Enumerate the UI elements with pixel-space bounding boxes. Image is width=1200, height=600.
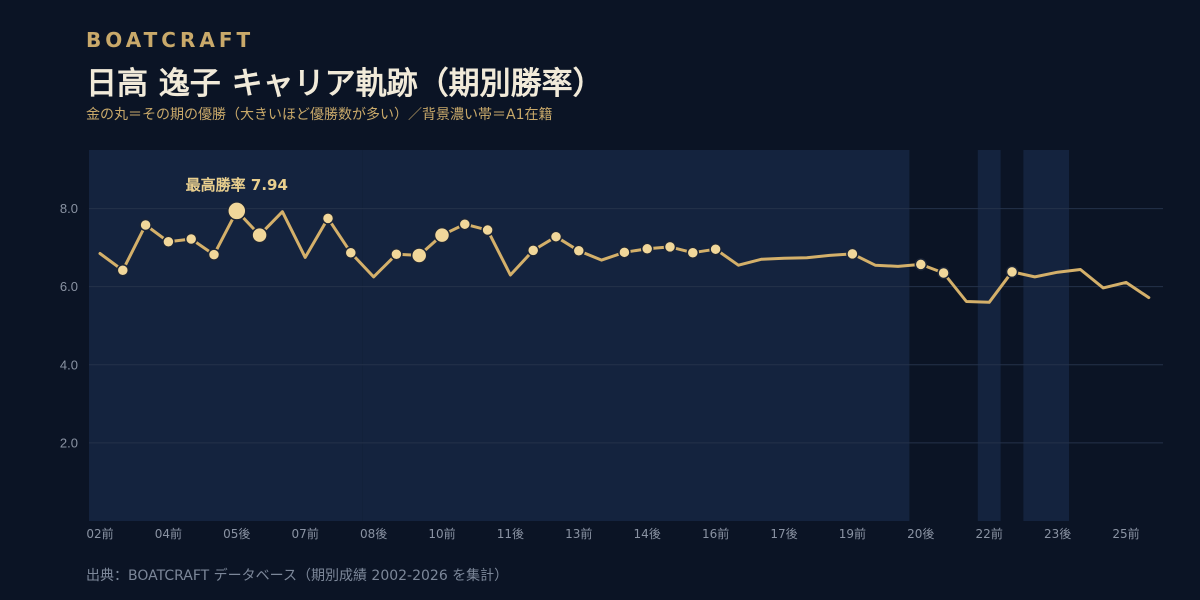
a1-band	[89, 150, 363, 521]
victory-marker	[116, 264, 130, 277]
victory-marker	[481, 223, 494, 237]
x-tick-label: 05後	[223, 527, 250, 541]
a1-band	[362, 150, 910, 521]
victory-marker	[207, 248, 221, 261]
victory-marker	[139, 218, 152, 232]
x-tick-label: 13前	[565, 526, 592, 541]
x-tick-label: 08後	[360, 527, 387, 541]
x-tick-label: 20後	[907, 527, 934, 541]
x-tick-label: 10前	[428, 526, 455, 541]
grid-lines	[89, 208, 1163, 444]
victory-marker	[1005, 265, 1019, 279]
victory-marker	[686, 246, 700, 259]
x-tick-label: 23後	[1044, 527, 1071, 541]
brand-label: BOATCRAFT	[86, 28, 255, 52]
x-tick-label: 22前	[976, 526, 1003, 541]
max-win-rate-annotation: 最高勝率 7.94	[186, 176, 288, 194]
y-tick-label: 8.0	[60, 201, 78, 216]
victory-marker	[390, 248, 403, 261]
a1-bands	[89, 150, 1069, 521]
victory-marker	[458, 217, 472, 231]
victory-marker	[937, 266, 950, 280]
victory-marker	[526, 244, 540, 257]
victory-marker	[618, 246, 631, 259]
x-tick-label: 25前	[1112, 526, 1139, 541]
y-tick-label: 6.0	[60, 279, 78, 294]
x-axis-ticks: 02前 04前 05後 07前 08後 10前 11後 13前 14後 16前 17後 19前 20後 2…	[86, 526, 1139, 541]
page-title: 日高 逸子 キャリア軌跡（期別勝率）	[86, 66, 604, 102]
x-tick-label: 14後	[634, 527, 661, 541]
victory-marker	[251, 226, 268, 244]
a1-band	[1023, 150, 1069, 521]
chart-subtitle: 金の丸＝その期の優勝（大きいほど優勝数が多い）／背景濃い帯＝A1在籍	[86, 107, 553, 123]
victory-marker	[433, 226, 451, 244]
victory-marker	[846, 247, 859, 261]
victory-marker	[709, 242, 722, 256]
y-tick-label: 2.0	[60, 435, 78, 450]
victory-marker	[549, 230, 563, 243]
data-source-note: 出典：BOATCRAFT データベース（期別成績 2002-2026 を集計）	[86, 568, 509, 584]
x-tick-label: 19前	[839, 526, 866, 541]
victory-marker	[227, 201, 247, 221]
victory-marker	[410, 247, 428, 264]
x-tick-label: 11後	[497, 527, 524, 541]
x-tick-label: 17後	[770, 527, 797, 541]
victory-marker	[321, 212, 335, 225]
x-tick-label: 07前	[292, 526, 319, 541]
victory-marker	[162, 235, 175, 249]
victory-marker	[344, 246, 358, 259]
y-axis-ticks: 2.0 4.0 6.0 8.0	[60, 201, 78, 450]
x-tick-label: 16前	[702, 526, 729, 541]
x-tick-label: 02前	[86, 526, 113, 541]
victory-marker	[663, 240, 677, 254]
victory-marker	[184, 232, 198, 246]
victory-marker	[572, 244, 586, 258]
victory-markers	[116, 201, 1019, 280]
a1-band	[977, 150, 1001, 521]
x-tick-label: 04前	[155, 526, 182, 541]
y-tick-label: 4.0	[60, 357, 78, 372]
victory-marker	[914, 258, 928, 271]
victory-marker	[640, 242, 654, 256]
